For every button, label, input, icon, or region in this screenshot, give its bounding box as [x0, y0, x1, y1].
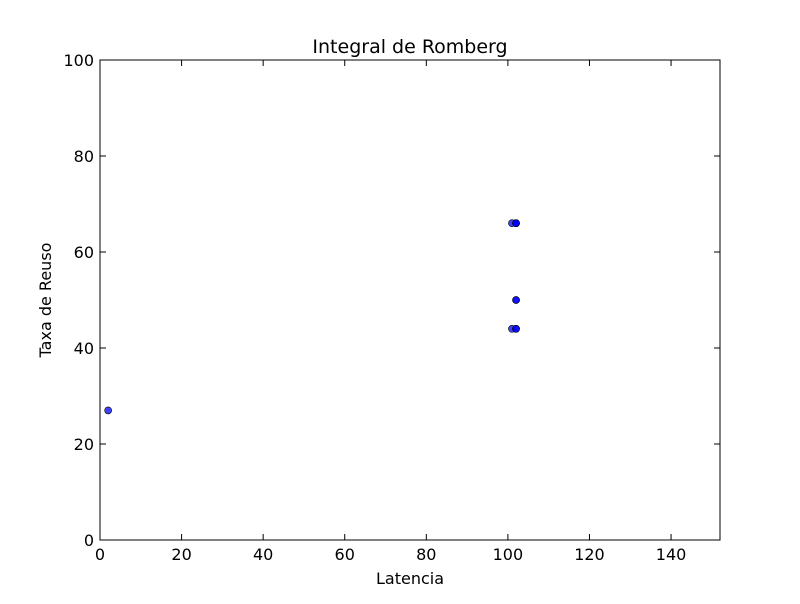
x-axis: 0 20 40 60 80 100 120 140: [95, 60, 686, 564]
y-axis: 0 20 40 60 80 100: [63, 51, 720, 550]
data-point: [512, 296, 520, 304]
x-tick-label: 60: [335, 545, 355, 564]
y-tick-label: 100: [63, 51, 94, 70]
y-tick-label: 40: [74, 339, 94, 358]
data-points: [104, 219, 520, 415]
y-tick-label: 60: [74, 243, 94, 262]
x-tick-label: 20: [171, 545, 191, 564]
data-point: [512, 324, 520, 333]
x-tick-label: 80: [416, 545, 436, 564]
y-tick-label: 20: [74, 435, 94, 454]
x-axis-label: Latencia: [376, 569, 444, 588]
x-tick-label: 40: [253, 545, 273, 564]
x-tick-label: 100: [493, 545, 524, 564]
y-tick-label: 0: [84, 531, 94, 550]
x-tick-label: 0: [95, 545, 105, 564]
plot-area: [99, 59, 721, 541]
y-axis-label: Taxa de Reuso: [36, 243, 55, 359]
y-tick-label: 80: [74, 147, 94, 166]
x-tick-label: 140: [656, 545, 687, 564]
data-point: [104, 406, 112, 415]
chart-title: Integral de Romberg: [312, 36, 507, 58]
data-point: [512, 219, 520, 227]
x-tick-label: 120: [574, 545, 605, 564]
